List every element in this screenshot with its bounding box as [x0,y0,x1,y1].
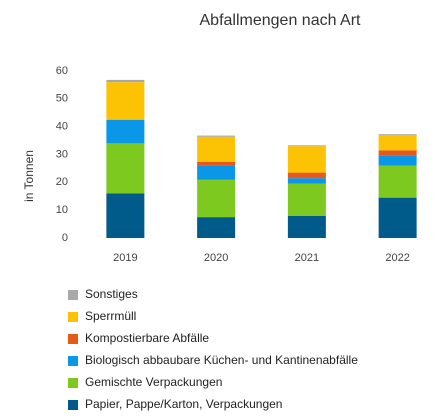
bar-segment [197,165,236,180]
bar-segment [106,143,145,194]
legend-label: Sperrmüll [85,309,136,323]
y-tick-label: 30 [56,148,68,160]
legend-label: Papier, Pappe/Karton, Verpackungen [85,397,282,411]
bar-segment [287,146,326,173]
bar-segment [287,172,326,179]
legend-label: Sonstiges [85,287,138,301]
x-tick-label: 2019 [113,252,137,264]
bar-segment [287,183,326,216]
bar-segment [106,119,145,144]
legend-swatch [68,312,78,322]
legend-label: Biologisch abbaubare Küchen- und Kantine… [85,353,358,367]
legend-swatch [68,356,78,366]
bar-segment [287,215,326,238]
x-tick-label: 2022 [385,252,409,264]
bar-segment [106,79,145,83]
y-tick-label: 60 [56,65,68,77]
bar-segment [197,161,236,166]
bar-segment [378,150,417,156]
legend-label: Kompostierbare Abfälle [85,331,209,345]
bar-segment [106,82,145,120]
y-tick-label: 0 [62,232,68,244]
x-tick-label: 2020 [204,252,228,264]
bar-segment [197,217,236,238]
y-axis-label: in Tonnen [22,150,36,202]
bar-segment [378,197,417,238]
bar-segment [378,135,417,151]
bar-segment [378,134,417,136]
bar-segment [197,135,236,137]
y-tick-label: 50 [56,93,68,105]
bar-segment [378,165,417,198]
legend-swatch [68,378,78,388]
bar-segment [197,136,236,162]
legend-swatch [68,290,78,300]
bar-segment [106,193,145,238]
chart-title: Abfallmengen nach Art [200,12,362,29]
x-tick-label: 2021 [295,252,319,264]
legend-swatch [68,334,78,344]
y-tick-label: 10 [56,204,68,216]
y-tick-label: 40 [56,121,68,133]
y-tick-label: 20 [56,176,68,188]
bar-segment [378,155,417,166]
legend-swatch [68,400,78,410]
bar-segment [197,179,236,218]
bar-segment [287,178,326,184]
bar-segment [287,145,326,147]
legend-label: Gemischte Verpackungen [85,375,222,389]
